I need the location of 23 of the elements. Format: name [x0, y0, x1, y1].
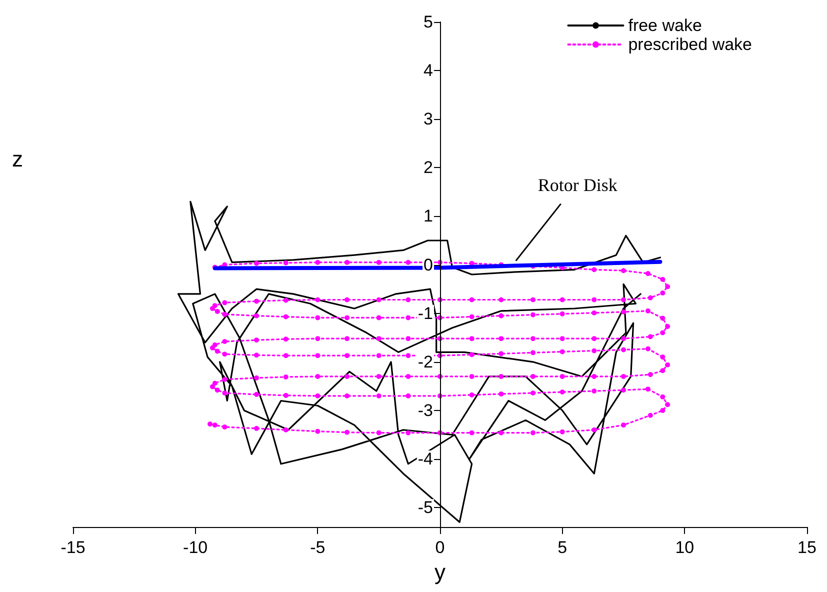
y-axis-title: z	[12, 146, 23, 172]
y-tick-label: -5	[418, 498, 433, 518]
y-tick-label: -4	[418, 450, 433, 469]
x-tick-label: 0	[435, 538, 445, 557]
annotation: Rotor Disk	[538, 174, 618, 195]
y-tick-label: 4	[424, 61, 433, 80]
x-tick-label: -15	[60, 538, 86, 557]
x-tick-label: 15	[798, 538, 816, 557]
y-tick-label: -3	[418, 400, 433, 420]
y-tick-label: 0	[424, 255, 433, 274]
y-tick-label: 1	[424, 206, 433, 226]
y-tick-label: 2	[424, 158, 433, 178]
x-tick-label: 5	[558, 538, 568, 557]
y-tick-label: -1	[418, 304, 433, 323]
y-tick-label: 3	[424, 110, 433, 129]
y-tick-label: 5	[424, 12, 433, 32]
x-tick-label: -10	[183, 538, 208, 557]
x-tick-label: 10	[675, 538, 694, 557]
legend-label: prescribed wake	[628, 35, 752, 54]
legend-label: free wake	[628, 16, 702, 35]
x-tick-label: -5	[310, 538, 326, 557]
x-axis-title: y	[434, 560, 446, 584]
y-tick-label: -2	[418, 352, 433, 372]
